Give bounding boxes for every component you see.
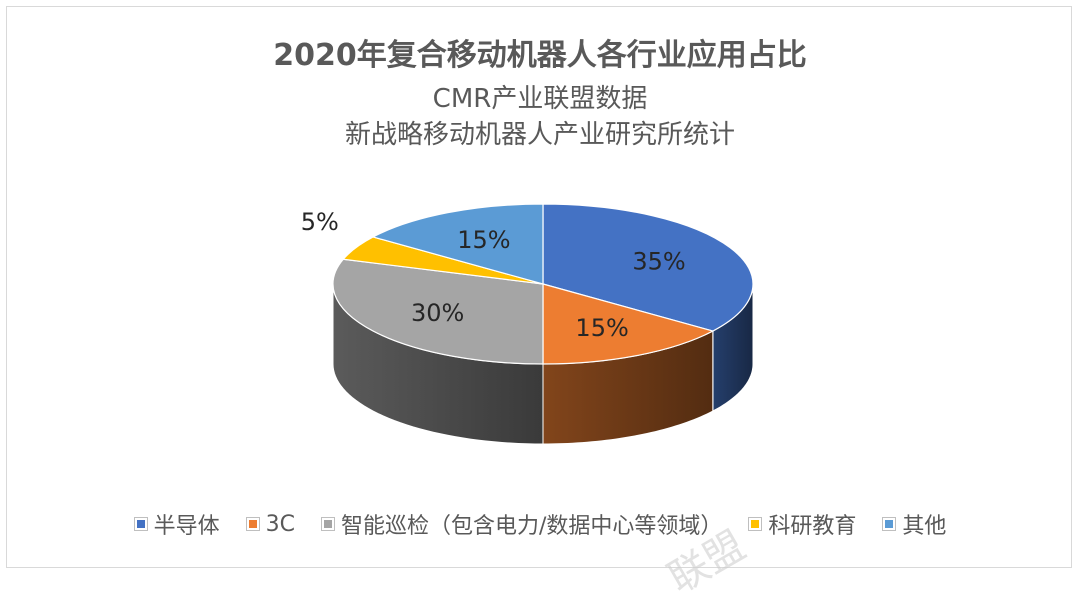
data-label-4: 15% xyxy=(457,226,510,254)
data-label-0: 35% xyxy=(632,248,685,276)
legend-label: 智能巡检（包含电力/数据中心等领域） xyxy=(340,514,723,539)
legend-color-3 xyxy=(751,520,760,528)
pie-slice-0 xyxy=(542,203,754,332)
legend-color-2 xyxy=(323,520,332,528)
legend-label: 半导体 xyxy=(153,514,220,539)
legend-swatch xyxy=(320,517,335,531)
legend-item-other: 其他 xyxy=(882,508,946,540)
legend-color-1 xyxy=(248,520,257,528)
chart-subtitle-2: 新战略移动机器人产业研究所统计 xyxy=(344,120,735,150)
chart-title: 2020年复合移动机器人各行业应用占比 xyxy=(273,38,807,73)
chart-subtitle-1: CMR产业联盟数据 xyxy=(432,84,648,114)
legend: 半导体 3C 智能巡检（包含电力/数据中心等领域） 科研教育 其他 xyxy=(0,508,1080,540)
legend-item-research-education: 科研教育 xyxy=(748,508,856,540)
pie-top xyxy=(332,203,754,365)
pie-chart: 35% 15% 30% 5% 15% xyxy=(301,203,754,445)
pie-slice-1 xyxy=(542,283,715,365)
legend-label: 3C xyxy=(265,511,295,537)
legend-swatch xyxy=(882,517,897,531)
legend-item-semiconductor: 半导体 xyxy=(133,508,220,540)
pie-slice-2 xyxy=(332,258,544,365)
legend-color-0 xyxy=(136,520,145,528)
legend-swatch xyxy=(748,517,763,531)
legend-label: 其他 xyxy=(902,514,947,539)
legend-item-inspection: 智能巡检（包含电力/数据中心等领域） xyxy=(320,508,723,540)
legend-swatch xyxy=(245,517,260,531)
legend-label: 科研教育 xyxy=(768,514,857,539)
pie-labels: 35% 15% 30% 5% 15% xyxy=(301,208,686,342)
pie-slice-4 xyxy=(371,203,544,285)
data-label-1: 15% xyxy=(575,314,628,342)
legend-item-3c: 3C xyxy=(245,511,295,537)
data-label-2: 30% xyxy=(411,299,464,327)
data-label-3: 5% xyxy=(301,208,339,236)
legend-swatch xyxy=(133,517,148,531)
legend-color-4 xyxy=(885,520,894,528)
